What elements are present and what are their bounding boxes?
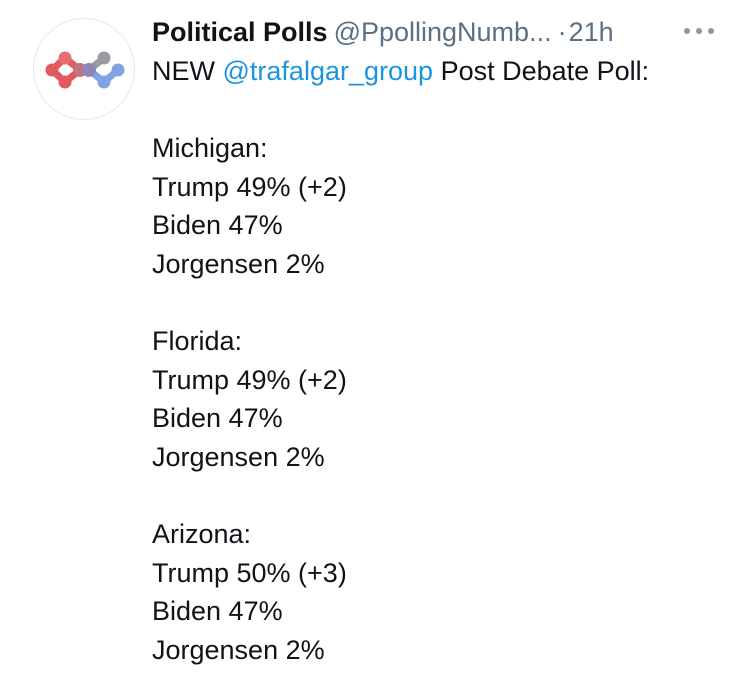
poll-result: Jorgensen 2% — [152, 634, 325, 665]
poll-result: Jorgensen 2% — [152, 248, 325, 279]
intro-suffix: Post Debate Poll: — [440, 56, 650, 86]
timestamp[interactable]: 21h — [568, 17, 614, 47]
intro-prefix: NEW — [152, 56, 215, 86]
blank-line — [152, 91, 732, 130]
poll-result: Biden 47% — [152, 596, 283, 627]
mention-link[interactable]: @trafalgar_group — [222, 56, 434, 86]
blank-line — [152, 284, 732, 323]
state-name: Florida: — [152, 326, 243, 357]
poll-result: Trump 49% (+2) — [152, 364, 347, 395]
separator-dot: · — [557, 17, 567, 47]
tweet-header: Political Polls @PpollingNumb... ·21h — [152, 12, 722, 52]
poll-result: Trump 49% (+2) — [152, 171, 347, 202]
intro-line: NEW @trafalgar_group Post Debate Poll: — [152, 52, 732, 91]
user-handle[interactable]: @PpollingNumb... — [333, 17, 552, 47]
poll-result: Biden 47% — [152, 403, 283, 434]
poll-result: Jorgensen 2% — [152, 441, 325, 472]
tweet-body: NEW @trafalgar_group Post Debate Poll: M… — [152, 52, 732, 670]
more-options-icon[interactable] — [682, 15, 716, 45]
avatar[interactable] — [33, 18, 135, 120]
poll-result: Biden 47% — [152, 210, 283, 241]
state-name: Michigan: — [152, 133, 268, 164]
state-name: Arizona: — [152, 519, 252, 550]
blank-line — [152, 477, 732, 516]
poll-result: Trump 50% (+3) — [152, 557, 347, 588]
display-name[interactable]: Political Polls — [152, 17, 328, 47]
network-logo-icon — [45, 51, 125, 89]
